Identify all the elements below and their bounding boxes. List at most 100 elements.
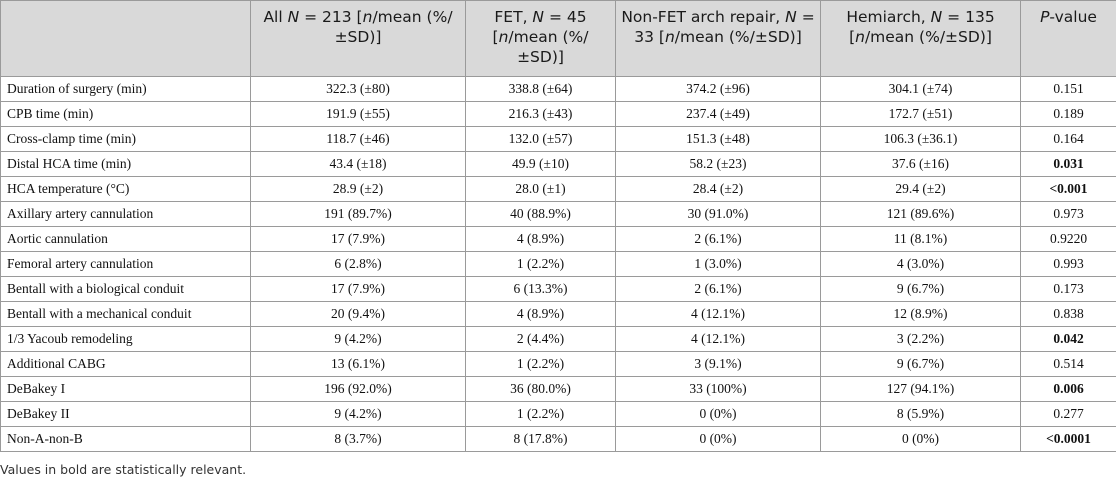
p-value-cell: <0.0001: [1020, 426, 1116, 452]
p-value-cell: <0.001: [1020, 176, 1116, 202]
p-value-cell: 0.973: [1020, 201, 1116, 227]
header-fet: FET, N = 45 [n/mean (%/±SD)]: [465, 0, 616, 77]
fet-value-cell: 1 (2.2%): [465, 351, 616, 377]
table-row: Femoral artery cannulation 6 (2.8%) 1 (2.2…: [0, 251, 1116, 277]
hemiarch-value-cell: 106.3 (±36.1): [820, 126, 1021, 152]
table-row: Non-A-non-B 8 (3.7%) 8 (17.8%) 0 (0%) 0 (0%)…: [0, 426, 1116, 452]
table-row: Aortic cannulation 17 (7.9%) 4 (8.9%) 2 (6.…: [0, 226, 1116, 252]
row-label-cell: Bentall with a biological conduit: [0, 276, 251, 302]
hemiarch-value-cell: 3 (2.2%): [820, 326, 1021, 352]
fet-value-cell: 28.0 (±1): [465, 176, 616, 202]
hemiarch-value-cell: 12 (8.9%): [820, 301, 1021, 327]
table-row: Distal HCA time (min) 43.4 (±18) 49.9 (±10…: [0, 151, 1116, 177]
fet-value-cell: 8 (17.8%): [465, 426, 616, 452]
hemiarch-value-cell: 0 (0%): [820, 426, 1021, 452]
fet-value-cell: 6 (13.3%): [465, 276, 616, 302]
p-value-cell: 0.9220: [1020, 226, 1116, 252]
non-fet-value-cell: 28.4 (±2): [615, 176, 821, 202]
hemiarch-value-cell: 8 (5.9%): [820, 401, 1021, 427]
header-hemiarch: Hemiarch, N = 135 [n/mean (%/±SD)]: [820, 0, 1021, 77]
row-label-cell: Cross-clamp time (min): [0, 126, 251, 152]
all-value-cell: 17 (7.9%): [250, 276, 466, 302]
table-row: Duration of surgery (min) 322.3 (±80) 338.…: [0, 76, 1116, 102]
fet-value-cell: 36 (80.0%): [465, 376, 616, 402]
non-fet-value-cell: 3 (9.1%): [615, 351, 821, 377]
all-value-cell: 43.4 (±18): [250, 151, 466, 177]
table-body: Duration of surgery (min) 322.3 (±80) 338.…: [0, 76, 1116, 452]
table-row: 1/3 Yacoub remodeling 9 (4.2%) 2 (4.4%) 4 (…: [0, 326, 1116, 352]
all-value-cell: 8 (3.7%): [250, 426, 466, 452]
header-label-column: [0, 0, 251, 77]
fet-value-cell: 216.3 (±43): [465, 101, 616, 127]
hemiarch-value-cell: 172.7 (±51): [820, 101, 1021, 127]
row-label-cell: DeBakey I: [0, 376, 251, 402]
row-label-cell: Aortic cannulation: [0, 226, 251, 252]
fet-value-cell: 40 (88.9%): [465, 201, 616, 227]
all-value-cell: 191.9 (±55): [250, 101, 466, 127]
table-row: Axillary artery cannulation 191 (89.7%) 40…: [0, 201, 1116, 227]
non-fet-value-cell: 4 (12.1%): [615, 301, 821, 327]
non-fet-value-cell: 237.4 (±49): [615, 101, 821, 127]
row-label-cell: Duration of surgery (min): [0, 76, 251, 102]
all-value-cell: 9 (4.2%): [250, 401, 466, 427]
non-fet-value-cell: 58.2 (±23): [615, 151, 821, 177]
p-value-cell: 0.164: [1020, 126, 1116, 152]
p-value-cell: 0.277: [1020, 401, 1116, 427]
non-fet-value-cell: 4 (12.1%): [615, 326, 821, 352]
row-label-cell: CPB time (min): [0, 101, 251, 127]
p-value-cell: 0.189: [1020, 101, 1116, 127]
hemiarch-value-cell: 121 (89.6%): [820, 201, 1021, 227]
fet-value-cell: 4 (8.9%): [465, 226, 616, 252]
hemiarch-value-cell: 9 (6.7%): [820, 351, 1021, 377]
header-p-value: P-value: [1020, 0, 1116, 77]
p-value-cell: 0.993: [1020, 251, 1116, 277]
table-row: DeBakey II 9 (4.2%) 1 (2.2%) 0 (0%) 8 (5.9%)…: [0, 401, 1116, 427]
row-label-cell: Bentall with a mechanical conduit: [0, 301, 251, 327]
table-row: Additional CABG 13 (6.1%) 1 (2.2%) 3 (9.1%)…: [0, 351, 1116, 377]
all-value-cell: 6 (2.8%): [250, 251, 466, 277]
non-fet-value-cell: 0 (0%): [615, 401, 821, 427]
fet-value-cell: 132.0 (±57): [465, 126, 616, 152]
table-row: HCA temperature (°C) 28.9 (±2) 28.0 (±1) 28…: [0, 176, 1116, 202]
hemiarch-value-cell: 9 (6.7%): [820, 276, 1021, 302]
row-label-cell: DeBakey II: [0, 401, 251, 427]
non-fet-value-cell: 151.3 (±48): [615, 126, 821, 152]
all-value-cell: 322.3 (±80): [250, 76, 466, 102]
non-fet-value-cell: 30 (91.0%): [615, 201, 821, 227]
fet-value-cell: 1 (2.2%): [465, 401, 616, 427]
header-non-fet: Non-FET arch repair, N = 33 [n/mean (%/±…: [615, 0, 821, 77]
all-value-cell: 196 (92.0%): [250, 376, 466, 402]
row-label-cell: Non-A-non-B: [0, 426, 251, 452]
row-label-cell: 1/3 Yacoub remodeling: [0, 326, 251, 352]
non-fet-value-cell: 2 (6.1%): [615, 226, 821, 252]
non-fet-value-cell: 0 (0%): [615, 426, 821, 452]
p-value-cell: 0.151: [1020, 76, 1116, 102]
hemiarch-value-cell: 11 (8.1%): [820, 226, 1021, 252]
fet-value-cell: 4 (8.9%): [465, 301, 616, 327]
row-label-cell: Axillary artery cannulation: [0, 201, 251, 227]
all-value-cell: 191 (89.7%): [250, 201, 466, 227]
fet-value-cell: 338.8 (±64): [465, 76, 616, 102]
row-label-cell: Distal HCA time (min): [0, 151, 251, 177]
row-label-cell: HCA temperature (°C): [0, 176, 251, 202]
non-fet-value-cell: 33 (100%): [615, 376, 821, 402]
non-fet-value-cell: 2 (6.1%): [615, 276, 821, 302]
all-value-cell: 13 (6.1%): [250, 351, 466, 377]
fet-value-cell: 49.9 (±10): [465, 151, 616, 177]
table-footnote: Values in bold are statistically relevan…: [0, 462, 247, 477]
table-row: Bentall with a mechanical conduit 20 (9.4…: [0, 301, 1116, 327]
p-value-cell: 0.173: [1020, 276, 1116, 302]
non-fet-value-cell: 1 (3.0%): [615, 251, 821, 277]
table-row: DeBakey I 196 (92.0%) 36 (80.0%) 33 (100%) 1…: [0, 376, 1116, 402]
table-row: Cross-clamp time (min) 118.7 (±46) 132.0 (…: [0, 126, 1116, 152]
row-label-cell: Femoral artery cannulation: [0, 251, 251, 277]
hemiarch-value-cell: 127 (94.1%): [820, 376, 1021, 402]
row-label-cell: Additional CABG: [0, 351, 251, 377]
hemiarch-value-cell: 4 (3.0%): [820, 251, 1021, 277]
p-value-cell: 0.031: [1020, 151, 1116, 177]
fet-value-cell: 2 (4.4%): [465, 326, 616, 352]
results-table: All N = 213 [n/mean (%/±SD)] FET, N = 45 …: [0, 0, 1116, 452]
hemiarch-value-cell: 29.4 (±2): [820, 176, 1021, 202]
all-value-cell: 9 (4.2%): [250, 326, 466, 352]
table-row: CPB time (min) 191.9 (±55) 216.3 (±43) 237.…: [0, 101, 1116, 127]
